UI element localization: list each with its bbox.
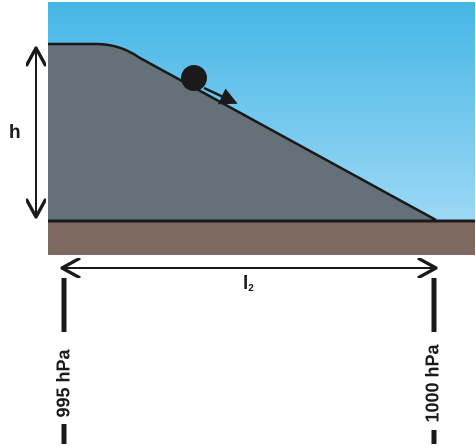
ground bbox=[48, 221, 475, 255]
ball-motion-arrow bbox=[203, 86, 238, 105]
slope-outline bbox=[48, 42, 437, 222]
length-label-subscript: 2 bbox=[248, 283, 254, 294]
length-label: l2 bbox=[243, 273, 254, 295]
pressure-label-right: 1000 hPa bbox=[422, 344, 443, 423]
pressure-label-left: 995 hPa bbox=[53, 349, 74, 418]
length-label-main: l bbox=[243, 273, 249, 294]
rolling-ball bbox=[181, 65, 207, 91]
slope-hill bbox=[48, 44, 436, 220]
height-label: h bbox=[9, 122, 21, 143]
